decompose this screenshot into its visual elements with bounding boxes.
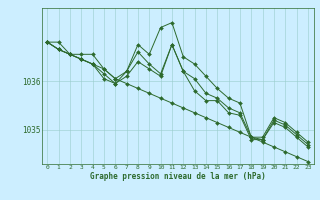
X-axis label: Graphe pression niveau de la mer (hPa): Graphe pression niveau de la mer (hPa): [90, 172, 266, 181]
